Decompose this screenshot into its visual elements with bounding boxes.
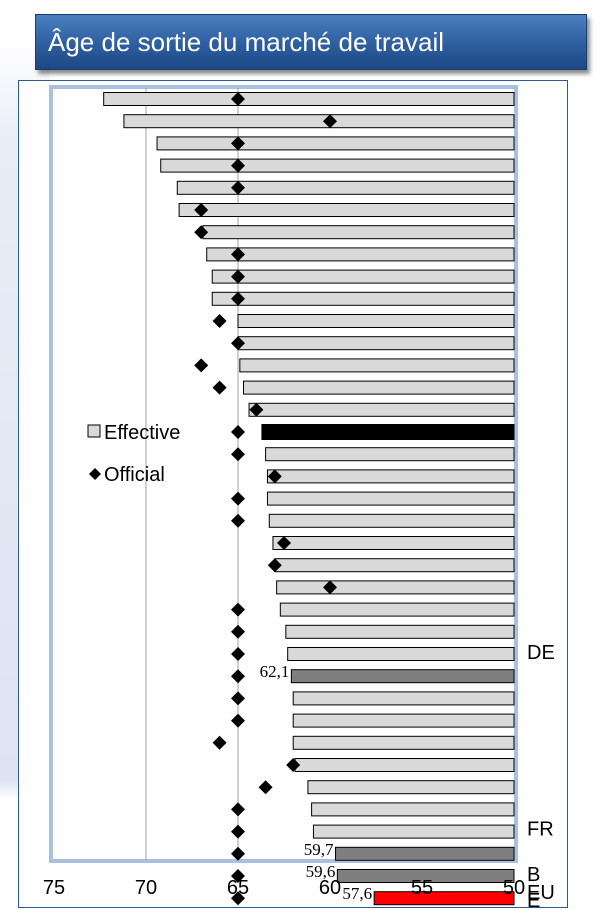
- marker-official-22: [267, 558, 282, 573]
- bar-effective-7: [202, 225, 515, 240]
- bar-effective-11: [237, 314, 515, 328]
- bar-effective-3: [156, 136, 515, 151]
- marker-official-36: [231, 869, 245, 883]
- bar-effective-13: [239, 358, 515, 373]
- marker-official-23: [323, 580, 337, 595]
- marker-official-26: [231, 647, 245, 661]
- marker-official-13: [194, 358, 209, 373]
- marker-official-19: [231, 491, 245, 506]
- marker-official-5: [231, 180, 245, 195]
- marker-official-25: [231, 624, 245, 639]
- bar-effective-33: [311, 802, 515, 817]
- bar-effective-1: [103, 92, 515, 106]
- bar-effective-15: [248, 402, 515, 417]
- data-label-27: 62,1: [260, 662, 290, 681]
- category-label-de: DE: [527, 642, 555, 664]
- data-label-35: 59,7: [304, 840, 334, 859]
- marker-official-30: [212, 735, 227, 750]
- bar-effective-34: [312, 824, 515, 839]
- bar-effective-28: [292, 691, 515, 706]
- bar-effective-25: [285, 624, 515, 639]
- bar-effective-12: [237, 336, 515, 351]
- bar-effective-22: [274, 558, 515, 573]
- marker-official-18: [267, 469, 282, 484]
- bar-effective-20: [268, 513, 515, 528]
- legend-label-official: Official: [104, 464, 165, 486]
- x-tick-label-60: 60: [319, 877, 341, 899]
- marker-official-17: [231, 447, 245, 462]
- category-label-fr: FR: [527, 819, 554, 841]
- x-tick-label-50: 50: [503, 877, 525, 899]
- marker-official-6: [194, 203, 209, 217]
- marker-official-15: [249, 402, 264, 417]
- marker-official-9: [231, 269, 245, 284]
- bar-effective-36: [336, 869, 515, 883]
- x-tick-label-70: 70: [135, 877, 157, 899]
- bar-effective-6: [178, 203, 515, 217]
- marker-official-37: [231, 891, 245, 906]
- marker-official-34: [231, 824, 245, 839]
- bar-effective-19: [266, 491, 515, 506]
- legend-label-effective: Effective: [104, 422, 180, 444]
- page-title: Âge de sortie du marché de travail: [48, 27, 444, 57]
- marker-official-12: [231, 336, 245, 351]
- category-label-e: E: [527, 890, 540, 910]
- marker-official-8: [231, 247, 245, 262]
- bar-effective-14: [243, 380, 515, 395]
- marker-official-1: [231, 92, 245, 106]
- marker-official-14: [212, 380, 227, 395]
- marker-official-11: [212, 314, 227, 328]
- marker-official-7: [194, 225, 209, 240]
- bar-effective-10: [211, 291, 515, 306]
- marker-official-3: [231, 136, 245, 151]
- title-bar: Âge de sortie du marché de travail: [35, 14, 587, 70]
- legend-swatch-official: [89, 468, 101, 480]
- marker-official-28: [231, 691, 245, 706]
- bar-effective-18: [266, 469, 515, 484]
- bar-effective-24: [279, 602, 515, 617]
- data-label-36: 59,6: [306, 862, 336, 881]
- legend-swatch-effective: [87, 424, 101, 438]
- marker-official-35: [231, 846, 245, 861]
- category-label-eu: EU: [527, 882, 555, 904]
- bar-effective-5: [176, 180, 515, 195]
- bar-effective-31: [294, 758, 515, 772]
- data-label-37: 57,6: [342, 884, 372, 903]
- bar-effective-8: [206, 247, 515, 262]
- bar-effective-17: [265, 447, 515, 462]
- bar-effective-2: [123, 114, 515, 129]
- marker-official-16: [231, 425, 245, 439]
- x-tick-label-55: 55: [411, 877, 433, 899]
- x-tick-label-65: 65: [227, 877, 249, 899]
- marker-official-20: [231, 513, 245, 528]
- bar-effective-23: [276, 580, 515, 595]
- category-label-b: B: [527, 864, 540, 886]
- bar-effective-9: [211, 269, 515, 284]
- marker-official-2: [323, 114, 337, 129]
- marker-official-24: [231, 602, 245, 617]
- marker-official-29: [231, 713, 245, 728]
- bar-effective-26: [287, 647, 515, 661]
- marker-official-10: [231, 291, 245, 306]
- bar-effective-37: [373, 891, 515, 906]
- bar-effective-21: [272, 536, 515, 550]
- bar-effective-4: [160, 158, 515, 173]
- bar-effective-32: [307, 780, 515, 795]
- marker-official-4: [231, 158, 245, 173]
- bar-effective-16: [261, 424, 515, 440]
- marker-official-27: [231, 669, 245, 684]
- marker-official-33: [231, 802, 245, 817]
- x-tick-label-75: 75: [43, 877, 65, 899]
- bar-effective-29: [292, 713, 515, 728]
- marker-official-21: [277, 536, 291, 550]
- marker-official-31: [286, 758, 301, 772]
- plot-area-border: [49, 85, 518, 863]
- bar-effective-27: [290, 669, 515, 684]
- bar-effective-35: [335, 846, 515, 861]
- bar-effective-30: [292, 735, 515, 750]
- marker-official-32: [258, 780, 273, 795]
